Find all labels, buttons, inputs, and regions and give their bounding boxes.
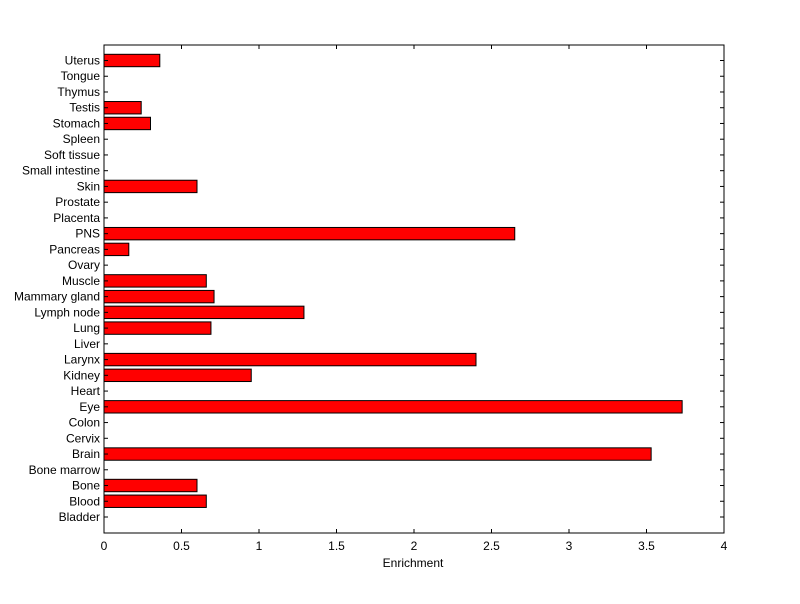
x-tick-label: 1.5 (328, 539, 345, 553)
y-tick-label: Heart (71, 384, 101, 398)
y-tick-label: Tongue (61, 69, 101, 83)
x-tick-label: 3 (566, 539, 573, 553)
bar-lung (103, 321, 212, 335)
bar-muscle (103, 274, 207, 288)
y-tick-label: Ovary (68, 258, 100, 272)
bar-pns (103, 226, 516, 241)
bar-lymph-node (103, 305, 305, 320)
y-tick-label: Testis (69, 101, 100, 115)
x-tick-label: 1 (256, 539, 263, 553)
y-tick-label: Soft tissue (44, 148, 100, 162)
y-tick-label: Mammary gland (14, 290, 100, 304)
y-tick-label: Stomach (53, 116, 100, 130)
bar-brain (103, 447, 652, 461)
y-tick-label: Brain (72, 447, 100, 461)
y-tick-label: Prostate (55, 195, 100, 209)
x-tick-label: 3.5 (638, 539, 655, 553)
y-tick-label: Bladder (59, 510, 100, 524)
bar-larynx (103, 352, 477, 367)
y-tick-label: PNS (75, 227, 100, 241)
y-tick-label: Liver (74, 337, 100, 351)
y-tick-label: Colon (69, 416, 100, 430)
y-tick-label: Pancreas (49, 242, 100, 256)
y-tick-label: Larynx (64, 353, 100, 367)
bar-mammary-gland (103, 289, 215, 304)
bar-blood (103, 494, 207, 508)
y-tick-label: Uterus (65, 54, 100, 68)
x-axis-label: Enrichment (383, 556, 444, 570)
x-axis: 0 0.5 1 1.5 2 2.5 3 3.5 4 (101, 45, 728, 553)
x-tick-label: 0 (101, 539, 108, 553)
y-tick-label: Skin (77, 179, 100, 193)
y-tick-label: Blood (69, 494, 100, 508)
y-tick-label: Spleen (63, 132, 100, 146)
y-tick-label: Thymus (57, 85, 100, 99)
y-tick-label: Eye (79, 400, 100, 414)
y-tick-label: Small intestine (22, 164, 100, 178)
bar-kidney (103, 368, 252, 383)
bar-skin (103, 179, 198, 194)
bar-testis (103, 101, 142, 115)
bars-group (103, 53, 683, 508)
x-tick-label: 2 (411, 539, 418, 553)
x-tick-label: 4 (721, 539, 728, 553)
bar-stomach (103, 116, 151, 131)
y-tick-label: Lymph node (34, 305, 100, 319)
y-tick-label: Kidney (63, 368, 100, 382)
y-tick-label: Placenta (53, 211, 100, 225)
y-tick-label: Muscle (62, 274, 100, 288)
y-tick-label: Cervix (66, 431, 100, 445)
x-tick-label: 0.5 (173, 539, 190, 553)
y-tick-label: Bone (72, 479, 100, 493)
bar-uterus (103, 53, 161, 68)
bar-bone (103, 478, 198, 493)
y-tick-label: Bone marrow (29, 463, 101, 477)
y-tick-label: Lung (73, 321, 100, 335)
bar-eye (103, 400, 683, 414)
x-tick-label: 2.5 (483, 539, 500, 553)
